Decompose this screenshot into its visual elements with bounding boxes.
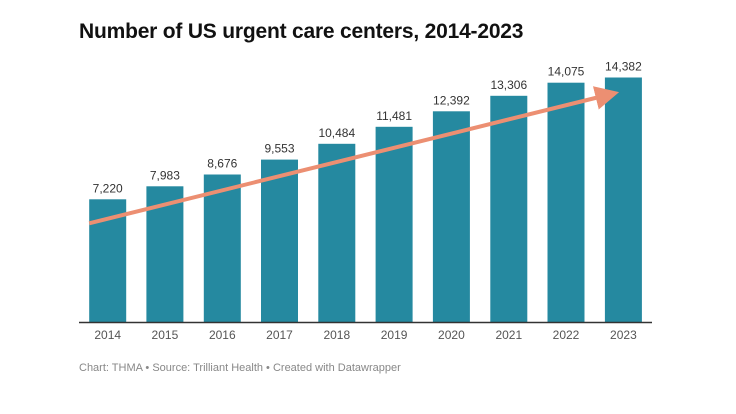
x-tick-label-2021: 2021 — [495, 328, 522, 342]
value-label-2018: 10,484 — [318, 126, 355, 140]
bar-2016 — [203, 174, 241, 322]
x-tick-label-2020: 2020 — [438, 328, 465, 342]
x-tick-label-2018: 2018 — [323, 328, 350, 342]
x-tick-label-2016: 2016 — [209, 328, 236, 342]
x-tick-label-2022: 2022 — [553, 328, 580, 342]
value-label-2015: 7,983 — [150, 168, 180, 182]
bar-2017 — [261, 159, 298, 322]
value-label-2017: 9,553 — [264, 142, 294, 156]
value-label-2016: 8,676 — [207, 157, 237, 171]
trend-arrow — [88, 86, 620, 226]
value-label-2023: 14,382 — [605, 60, 642, 74]
bar-2023 — [604, 77, 642, 322]
bar-2021 — [490, 95, 528, 322]
chart-title: Number of US urgent care centers, 2014-2… — [79, 20, 524, 43]
bar-2020 — [432, 111, 470, 322]
value-label-2022: 14,075 — [548, 65, 585, 79]
x-tick-label-2023: 2023 — [610, 328, 637, 342]
x-tick-label-2019: 2019 — [381, 328, 408, 342]
chart-source-footer: Chart: THMA • Source: Trilliant Health •… — [79, 362, 401, 374]
value-labels-group: 7,220 7,983 8,676 9,553 10,484 11,481 12,392 13… — [93, 60, 642, 196]
bar-2019 — [375, 126, 413, 322]
x-tick-label-2014: 2014 — [94, 328, 121, 342]
value-label-2014: 7,220 — [93, 181, 123, 195]
value-label-2021: 13,306 — [490, 78, 527, 92]
bar-2022 — [547, 82, 585, 322]
value-label-2020: 12,392 — [433, 93, 470, 107]
value-label-2019: 11,481 — [376, 109, 412, 123]
bar-2018 — [318, 143, 356, 322]
x-tick-labels: 2014 2015 2016 2017 2018 2019 2020 2021 2022 2023 — [94, 328, 637, 342]
x-tick-label-2017: 2017 — [266, 328, 293, 342]
bars-group — [89, 77, 642, 322]
x-tick-label-2015: 2015 — [152, 328, 179, 342]
